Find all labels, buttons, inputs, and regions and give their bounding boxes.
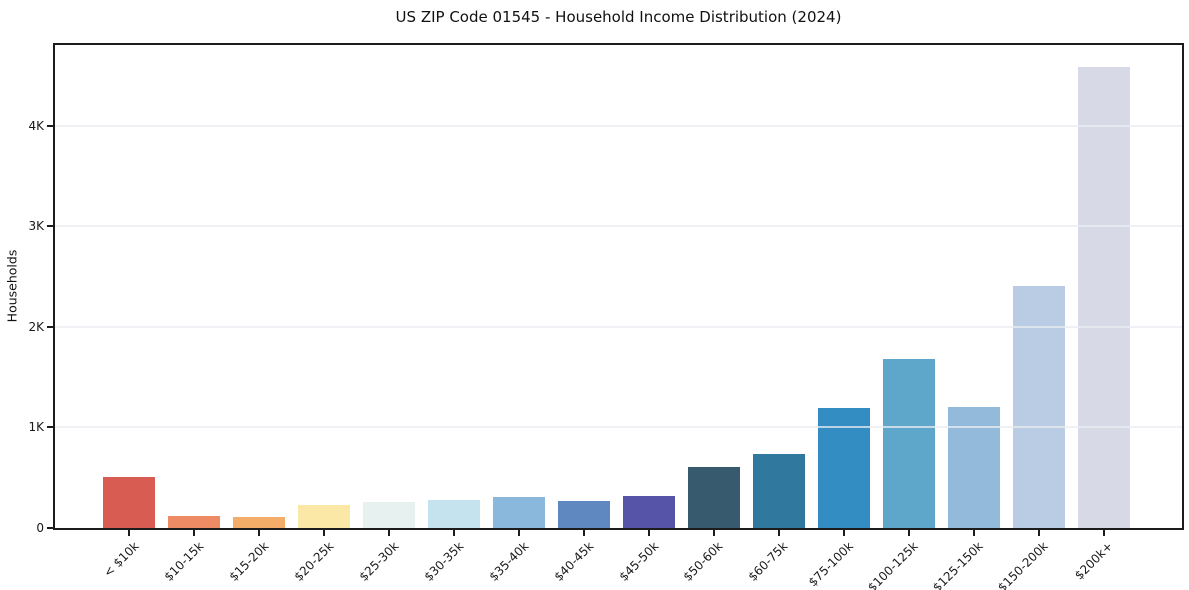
x-tick-mark	[323, 530, 326, 536]
x-tick-mark	[712, 530, 715, 536]
x-tick-label: $10-15k	[161, 539, 207, 584]
y-tick-label: 3K	[28, 219, 44, 234]
gridline	[55, 124, 1182, 127]
bar	[882, 359, 935, 528]
x-tick-mark	[388, 530, 391, 536]
x-tick-label: $50-60k	[680, 539, 726, 584]
bar	[363, 502, 416, 528]
bar	[298, 504, 351, 528]
chart-title: US ZIP Code 01545 - Household Income Dis…	[395, 8, 842, 26]
x-tick-label: $200k+	[1071, 539, 1116, 583]
x-tick-label: < $10k	[100, 539, 142, 580]
y-tick-label: 4K	[28, 118, 44, 133]
x-tick-label: $60-75k	[745, 539, 791, 584]
bar	[622, 496, 675, 528]
x-tick-label: $25-30k	[356, 539, 402, 584]
y-tick-label: 1K	[28, 420, 44, 435]
x-tick-mark	[1037, 530, 1040, 536]
x-tick-mark	[193, 530, 196, 536]
bar	[493, 496, 546, 528]
x-tick-mark	[647, 530, 650, 536]
y-tick-mark	[47, 527, 53, 529]
bar	[233, 517, 286, 528]
y-tick-label: 2K	[28, 319, 44, 334]
x-tick-mark	[842, 530, 845, 536]
gridline	[55, 426, 1182, 429]
x-tick-label: $20-25k	[291, 539, 337, 584]
y-tick-mark	[47, 426, 53, 429]
x-tick-label: $150-200k	[994, 539, 1051, 590]
bar	[103, 476, 156, 528]
y-tick-mark	[47, 325, 53, 328]
x-tick-mark	[972, 530, 975, 536]
y-axis-label: Households	[4, 249, 20, 323]
bar	[558, 501, 611, 528]
x-tick-mark	[1102, 530, 1105, 536]
y-tick-mark	[47, 225, 53, 228]
x-tick-mark	[518, 530, 521, 536]
gridline	[55, 225, 1182, 228]
x-tick-label: $15-20k	[226, 539, 272, 584]
x-tick-label: $100-125k	[864, 539, 921, 590]
x-tick-label: $75-100k	[805, 539, 856, 590]
bar	[168, 515, 221, 528]
gridline	[55, 325, 1182, 328]
x-tick-mark	[907, 530, 910, 536]
x-tick-mark	[777, 530, 780, 536]
bar	[752, 453, 805, 528]
x-tick-label: $125-150k	[929, 539, 986, 590]
x-tick-mark	[128, 530, 131, 536]
x-tick-label: $35-40k	[486, 539, 531, 584]
x-tick-mark	[583, 530, 586, 536]
y-tick-label: 0	[36, 521, 44, 535]
x-tick-label: $30-35k	[421, 539, 467, 584]
x-tick-mark	[453, 530, 456, 536]
grid-layer	[55, 45, 1182, 528]
plot-area	[53, 43, 1184, 530]
x-tick-label: $40-45k	[551, 539, 596, 584]
bar	[1077, 67, 1130, 528]
x-tick-mark	[258, 530, 261, 536]
bar	[687, 467, 740, 528]
x-tick-label: $45-50k	[616, 539, 661, 584]
bar	[428, 500, 481, 528]
y-tick-mark	[47, 124, 53, 127]
